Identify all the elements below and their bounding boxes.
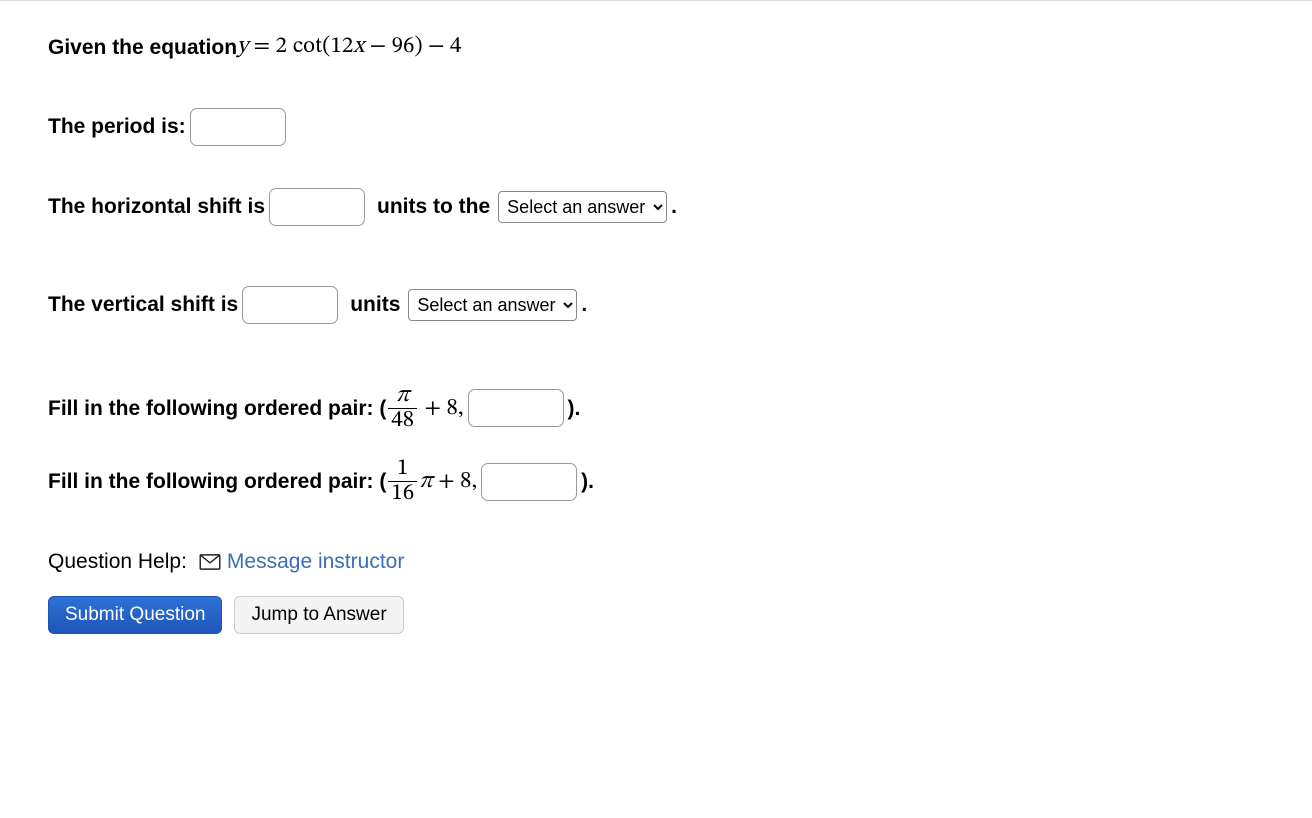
hshift-label-mid: units to the (377, 190, 490, 224)
equation-row: Given the equation y = 2cot(12x − 96) − … (48, 29, 1264, 66)
button-row: Submit Question Jump to Answer (48, 596, 1264, 634)
submit-question-button[interactable]: Submit Question (48, 596, 222, 634)
hshift-label-pre: The horizontal shift is (48, 190, 265, 224)
message-instructor-text: Message instructor (227, 550, 404, 574)
vshift-label-mid: units (350, 288, 400, 322)
hshift-trail: . (671, 190, 677, 224)
question-body: Given the equation y = 2cot(12x − 96) − … (0, 1, 1312, 658)
hshift-direction-select[interactable]: Select an answer (498, 191, 667, 223)
jump-to-answer-button[interactable]: Jump to Answer (234, 596, 403, 634)
period-label: The period is: (48, 110, 186, 144)
pair1-label: Fill in the following ordered pair: ( (48, 392, 386, 426)
ordered-pair-2-row: Fill in the following ordered pair: ( 1 … (48, 457, 1264, 506)
equation-expr: y = 2cot(12x − 96) − 4 (237, 29, 461, 66)
hshift-input[interactable] (269, 188, 365, 226)
pair1-y-input[interactable] (468, 389, 564, 427)
pair1-close: ). (568, 392, 581, 426)
pair2-expr: 1 16 π + 8, (386, 457, 477, 506)
pair2-close: ). (581, 465, 594, 499)
horizontal-shift-row: The horizontal shift is units to the Sel… (48, 188, 1264, 226)
mail-icon (199, 554, 221, 570)
message-instructor-link[interactable]: Message instructor (199, 550, 404, 574)
vertical-shift-row: The vertical shift is units Select an an… (48, 286, 1264, 324)
question-help-label: Question Help: (48, 550, 187, 574)
ordered-pair-1-row: Fill in the following ordered pair: ( π … (48, 384, 1264, 433)
pair2-label: Fill in the following ordered pair: ( (48, 465, 386, 499)
pair2-y-input[interactable] (481, 463, 577, 501)
pair2-fraction: 1 16 (388, 457, 417, 506)
period-row: The period is: (48, 108, 1264, 146)
vshift-label-pre: The vertical shift is (48, 288, 238, 322)
period-input[interactable] (190, 108, 286, 146)
equation-lead: Given the equation (48, 31, 237, 65)
question-help-row: Question Help: Message instructor (48, 550, 1264, 574)
vshift-direction-select[interactable]: Select an answer (408, 289, 577, 321)
pair1-fraction: π 48 (388, 384, 417, 433)
pair1-expr: π 48 + 8, (386, 384, 463, 433)
vshift-input[interactable] (242, 286, 338, 324)
vshift-trail: . (581, 288, 587, 322)
